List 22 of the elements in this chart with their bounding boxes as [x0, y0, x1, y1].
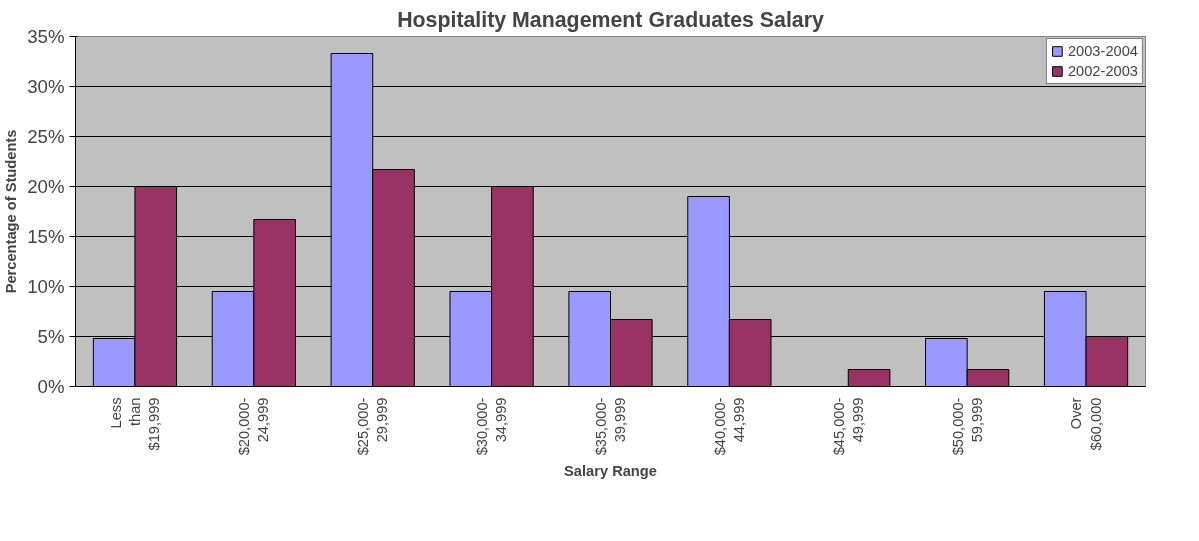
x-tick-label: $50,000-59,999 [949, 397, 985, 456]
x-tick-label: $35,000-39,999 [592, 397, 629, 456]
y-tick-label: 5% [37, 326, 65, 347]
x-tick-label: $20,000-24,999 [236, 397, 272, 456]
y-tick-label: 30% [27, 76, 65, 97]
y-tick-label: 35% [27, 26, 65, 47]
y-tick-label: 25% [27, 126, 65, 147]
x-tick-label: $45,000-49,999 [830, 397, 866, 456]
y-tick-label: 0% [37, 376, 65, 397]
y-tick-label: 15% [27, 226, 65, 247]
x-tick-label: Less than $19,999 [107, 397, 163, 451]
chart-title: Hospitality Management Graduates Salary [397, 7, 824, 32]
legend-label: 2003-2004 [1067, 43, 1138, 59]
x-tick-label: Over $60,000 [1068, 397, 1104, 451]
x-axis-title: Salary Range [564, 463, 657, 480]
x-tick-label: $30,000-34,999 [474, 397, 510, 456]
y-tick-label: 10% [27, 276, 65, 297]
legend-label: 2002-2003 [1067, 63, 1138, 79]
x-tick-label: $25,000-29,999 [355, 397, 391, 456]
x-tick-label: $40,000-44,999 [711, 397, 747, 456]
y-tick-label: 20% [27, 176, 65, 197]
y-axis-title: Percentage of Students [3, 129, 20, 294]
